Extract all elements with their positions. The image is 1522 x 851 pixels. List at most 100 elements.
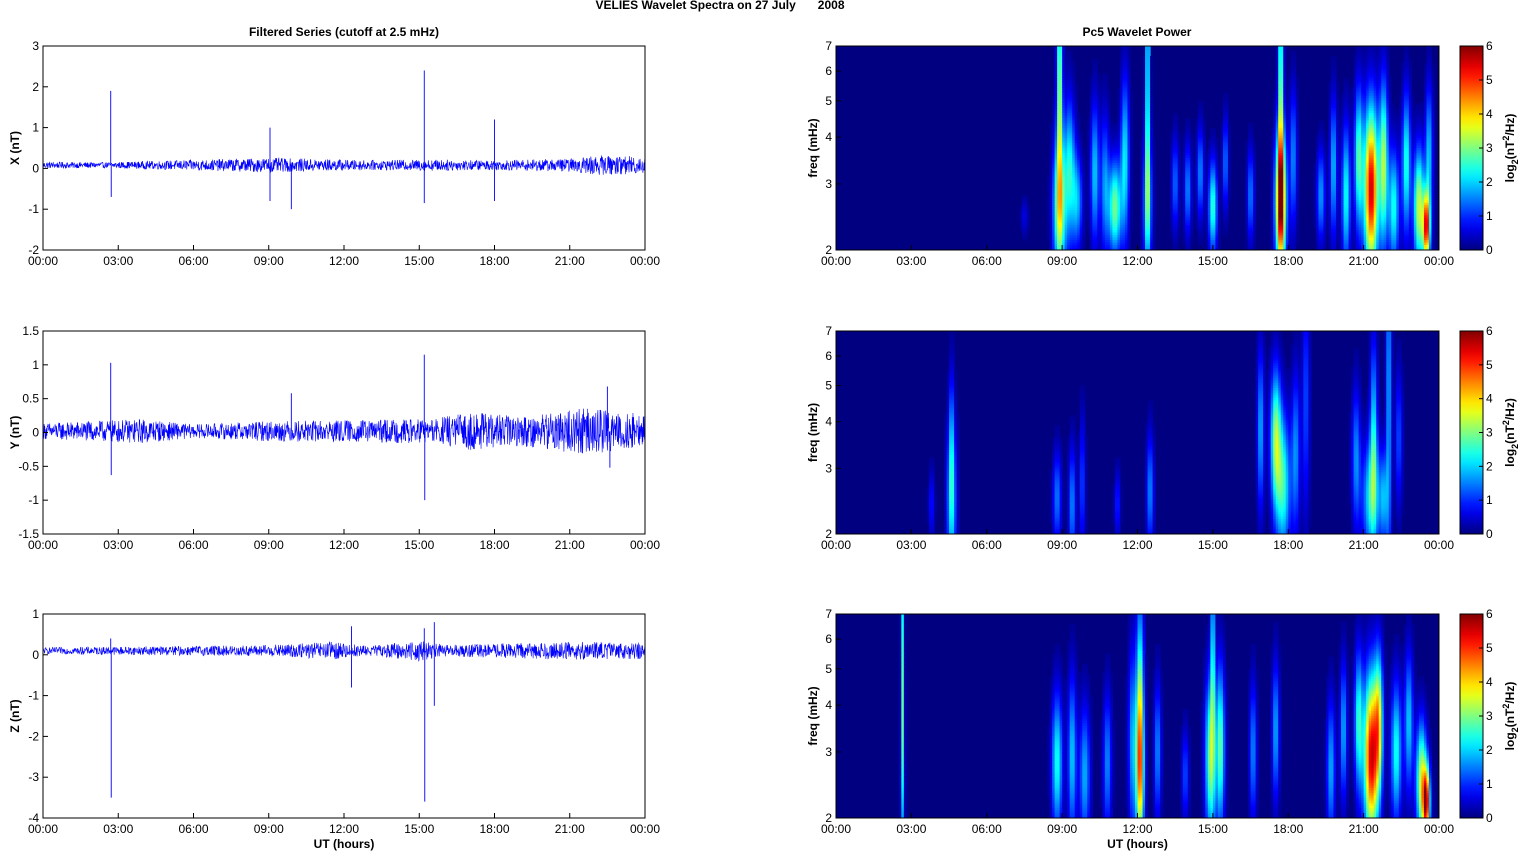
wavelet-x-cell — [1092, 170, 1096, 174]
wavelet-x-cell — [1072, 78, 1076, 82]
wavelet-x-cell — [1069, 63, 1073, 67]
wavelet-x-cell — [1245, 180, 1249, 184]
wavelet-x-cell — [1431, 133, 1435, 137]
wavelet-x-cell — [1356, 50, 1360, 55]
wavelet-x-cell — [1343, 120, 1347, 124]
wavelet-x-cell — [1180, 182, 1184, 186]
wavelet-x-cell — [1333, 105, 1337, 109]
wavelet-x-cell — [1381, 148, 1385, 152]
wavelet-x-cell — [1381, 53, 1385, 57]
wavelet-x-cell — [1114, 160, 1118, 164]
wavelet-x-cell — [1062, 98, 1066, 102]
wavelet-x-cell — [1072, 150, 1076, 154]
wavelet-x-cell — [1285, 115, 1289, 119]
wavelet-x-cell — [1119, 68, 1124, 72]
wavelet-x-cell — [1378, 165, 1382, 169]
wavelet-x-cell — [1094, 78, 1098, 82]
wavelet-x-cell — [1391, 108, 1395, 112]
wavelet-x-cell — [1295, 135, 1299, 139]
wavelet-x-cell — [1275, 105, 1279, 109]
wavelet-x-cell — [1403, 95, 1407, 99]
wavelet-x-cell — [1373, 148, 1377, 152]
wavelet-x-cell — [1386, 120, 1390, 124]
wavelet-x-cell — [1330, 110, 1335, 114]
wavelet-x-cell — [1295, 83, 1299, 87]
series-z-x-axis-label: UT (hours) — [314, 837, 375, 851]
wavelet-x-cell — [1150, 177, 1154, 181]
wavelet-x-cell — [1283, 155, 1287, 159]
wavelet-x-cell — [1426, 115, 1430, 119]
wavelet-x-cell — [1062, 50, 1066, 55]
wavelet-x-cell — [1119, 85, 1124, 89]
series-z-x-tick-label: 09:00 — [254, 822, 284, 836]
wavelet-x-cell — [1315, 140, 1319, 144]
wavelet-x-cell — [1411, 128, 1415, 132]
wavelet-x-cell — [1104, 108, 1108, 112]
wavelet-x-cell — [1403, 170, 1407, 174]
wavelet-x-cell — [1220, 152, 1224, 157]
wavelet-x-cell — [1278, 120, 1282, 124]
wavelet-x-cell — [1124, 157, 1129, 162]
wavelet-x-cell — [1119, 48, 1124, 52]
wavelet-x-cell — [1388, 118, 1392, 122]
wavelet-x-cell — [1431, 152, 1435, 157]
wavelet-x-cell — [1054, 143, 1058, 147]
wavelet-x-cell — [1428, 167, 1433, 171]
wavelet-x-cell — [1059, 53, 1063, 57]
wavelet-x-cell — [1104, 93, 1108, 97]
wavelet-x-cell — [1222, 128, 1227, 132]
wavelet-x-cell — [1250, 148, 1254, 152]
wavelet-x-cell — [1358, 70, 1362, 74]
wavelet-x-cell — [1077, 172, 1081, 176]
wavelet-x-cell — [1248, 135, 1252, 139]
wavelet-x-cell — [1187, 133, 1191, 137]
wavelet-x-cell — [1343, 182, 1347, 186]
wavelet-x-cell — [1393, 180, 1397, 184]
wavelet-x-cell — [1124, 145, 1129, 149]
wavelet-x-cell — [1074, 177, 1078, 181]
wavelet-x-cell — [1335, 95, 1340, 99]
wavelet-x-cell — [1290, 108, 1294, 112]
wavelet-x-cell — [1067, 105, 1071, 109]
wavelet-x-cell — [1293, 150, 1297, 154]
wavelet-x-cell — [1328, 182, 1332, 186]
wavelet-x-cell — [1200, 143, 1204, 147]
wavelet-x-cell — [1416, 103, 1420, 107]
wavelet-x-cell — [1330, 180, 1335, 184]
wavelet-x-cell — [1079, 182, 1083, 186]
wavelet-x-cell — [1376, 65, 1380, 69]
wavelet-x-cell — [1227, 155, 1232, 159]
wavelet-x-cell — [1102, 167, 1106, 171]
wavelet-x-cell — [1368, 172, 1372, 176]
wavelet-x-cell — [1187, 160, 1191, 164]
wavelet-x-cell — [1403, 108, 1407, 112]
wavelet-x-cell — [1366, 100, 1370, 104]
wavelet-x-cell — [1403, 63, 1407, 67]
wavelet-x-cell — [1147, 88, 1151, 92]
wavelet-x-cell — [1381, 125, 1385, 129]
wavelet-x-cell — [1283, 145, 1287, 149]
wavelet-x-cell — [1200, 140, 1204, 144]
wavelet-x-cell — [1290, 138, 1294, 142]
wavelet-x-cell — [1150, 95, 1154, 99]
wavelet-x-cell — [1177, 130, 1181, 134]
wavelet-x-cell — [1275, 182, 1279, 186]
wavelet-x-cell — [1222, 172, 1227, 176]
wavelet-x-cell — [1049, 128, 1053, 132]
wavelet-x-cell — [1057, 128, 1061, 132]
wavelet-x-cell — [1273, 180, 1277, 184]
wavelet-x-cell — [1122, 60, 1126, 65]
wavelet-x-cell — [1348, 148, 1352, 152]
wavelet-x-cell — [1122, 105, 1126, 109]
wavelet-x-cell — [1431, 162, 1435, 167]
wavelet-x-cell — [1129, 123, 1134, 127]
wavelet-x-cell — [1428, 160, 1433, 164]
wavelet-x-cell — [1376, 150, 1380, 154]
wavelet-x-cell — [1057, 133, 1061, 137]
wavelet-x-cell — [1386, 118, 1390, 122]
wavelet-x-cell — [1358, 93, 1362, 97]
wavelet-x-cell — [1077, 123, 1081, 127]
wavelet-x-cell — [1295, 80, 1299, 84]
wavelet-x-cell — [1328, 103, 1332, 107]
wavelet-x-cell — [1293, 128, 1297, 132]
